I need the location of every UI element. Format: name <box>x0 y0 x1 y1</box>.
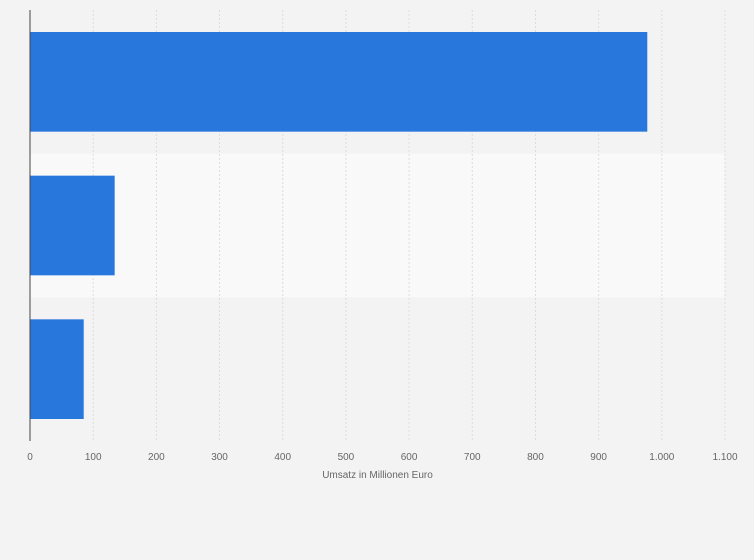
x-tick-label: 700 <box>464 452 481 463</box>
bar <box>30 32 648 132</box>
x-tick-label: 1.100 <box>712 452 737 463</box>
bar <box>30 319 84 419</box>
row-bands <box>30 153 725 298</box>
x-tick-label: 600 <box>401 452 418 463</box>
bar <box>30 175 115 276</box>
x-axis-title: Umsatz in Millionen Euro <box>322 470 433 481</box>
x-tick-label: 800 <box>527 452 544 463</box>
x-tick-label: 200 <box>148 452 165 463</box>
x-axis-tick-labels: 0 100 200 300 400 500 600 700 800 900 1.000 1.100 <box>27 452 738 463</box>
x-tick-label: 900 <box>590 452 607 463</box>
x-tick-label: 100 <box>85 452 102 463</box>
x-tick-label: 500 <box>338 452 355 463</box>
bars <box>30 32 648 419</box>
x-tick-label: 400 <box>274 452 291 463</box>
row-band <box>30 153 725 298</box>
x-tick-label: 300 <box>211 452 228 463</box>
x-tick-label: 0 <box>27 452 33 463</box>
x-tick-label: 1.000 <box>649 452 674 463</box>
